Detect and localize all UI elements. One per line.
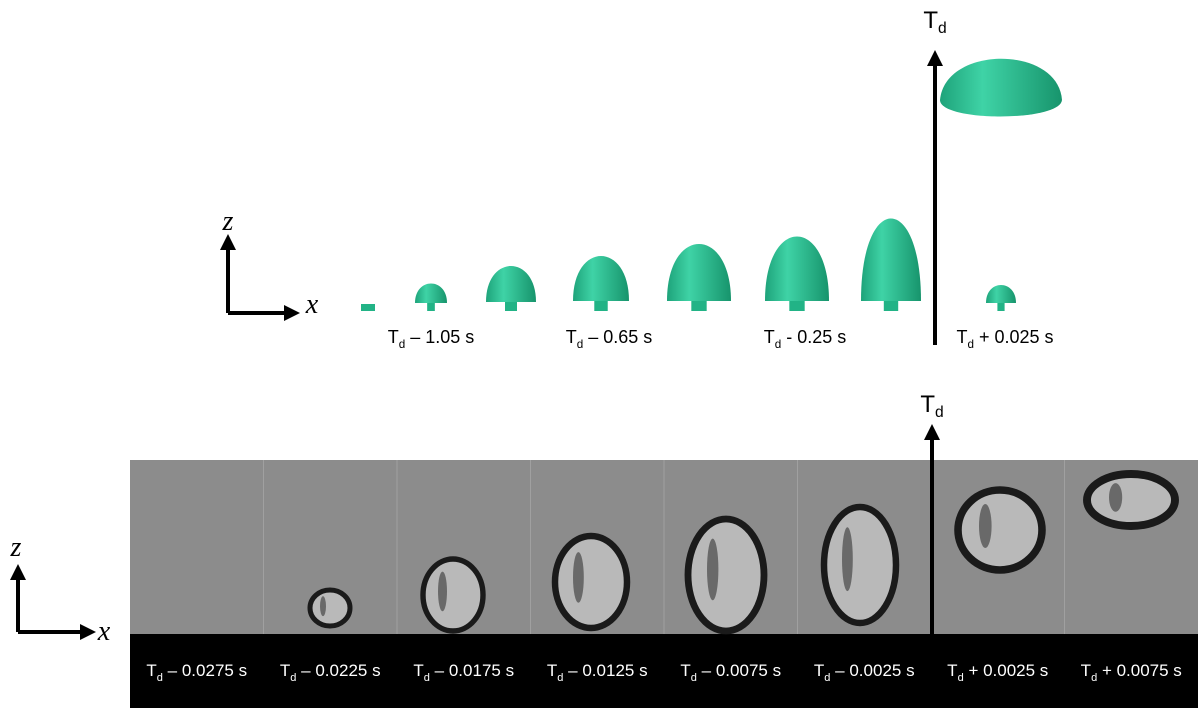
label-rest: – 0.0025 s: [830, 661, 914, 680]
x-label: x: [97, 616, 111, 647]
label-main: T: [280, 661, 290, 680]
label-sub: d: [424, 672, 430, 684]
bubble: [551, 532, 631, 632]
label-strip: [130, 634, 1198, 708]
bubble: [420, 556, 486, 634]
label-rest: - 0.25 s: [781, 327, 846, 347]
cap: [986, 285, 1016, 303]
x-label: x: [305, 289, 319, 320]
z-label: z: [10, 532, 22, 563]
time-label: Td + 0.0025 s: [947, 661, 1048, 684]
time-label: Td + 0.025 s: [956, 327, 1053, 351]
bubble: [954, 486, 1046, 574]
time-label: Td – 0.0225 s: [280, 661, 381, 684]
time-label: Td – 0.0125 s: [547, 661, 648, 684]
label-rest: + 0.0075 s: [1097, 661, 1182, 680]
stem: [789, 299, 805, 311]
stem: [691, 299, 707, 311]
label-main: T: [947, 661, 957, 680]
label-main: T: [1081, 661, 1091, 680]
label-main: T: [956, 327, 967, 347]
label-sub: d: [157, 672, 163, 684]
shade: [438, 571, 447, 612]
droplets: [307, 58, 1179, 635]
bubble: [684, 515, 768, 635]
stem: [594, 299, 608, 311]
label-sub: d: [399, 338, 406, 351]
label-sub: d: [958, 672, 964, 684]
bubble: [820, 503, 900, 627]
label-sub: d: [691, 672, 697, 684]
label-sub: d: [824, 672, 830, 684]
label-main: T: [547, 661, 557, 680]
bubble: [1083, 470, 1179, 530]
stem: [997, 301, 1005, 311]
label-rest: – 0.0275 s: [163, 661, 247, 680]
label-main: T: [920, 391, 935, 418]
label-main: T: [764, 327, 775, 347]
time-label: Td - 0.25 s: [764, 327, 847, 351]
cap: [765, 236, 829, 301]
label-sub: d: [967, 338, 974, 351]
time-label: Td + 0.0075 s: [1081, 661, 1182, 684]
label-rest: – 1.05 s: [405, 327, 474, 347]
cap: [573, 256, 629, 301]
time-label: Td – 0.0275 s: [146, 661, 247, 684]
label-sub: d: [577, 338, 584, 351]
label-main: T: [923, 7, 938, 34]
label-rest: + 0.0025 s: [964, 661, 1049, 680]
time-label: Td – 0.0175 s: [413, 661, 514, 684]
shade: [320, 596, 326, 617]
label-sub: d: [557, 672, 563, 684]
label-main: T: [388, 327, 399, 347]
shade: [573, 552, 584, 603]
time-label: Td – 1.05 s: [388, 327, 475, 351]
stem: [427, 301, 435, 311]
label-sub: d: [775, 338, 782, 351]
stem: [883, 299, 899, 311]
label-sub: d: [938, 20, 947, 37]
label-rest: – 0.65 s: [583, 327, 652, 347]
shade: [1109, 483, 1123, 512]
cap: [861, 218, 921, 301]
cap: [667, 244, 731, 301]
label-rest: + 0.025 s: [974, 327, 1054, 347]
shade: [842, 527, 853, 592]
cap: [361, 304, 375, 311]
td-label: Td: [920, 391, 943, 421]
td-label: Td: [923, 7, 946, 37]
label-main: T: [680, 661, 690, 680]
time-label: Td – 0.0025 s: [814, 661, 915, 684]
label-sub: d: [290, 672, 296, 684]
stem: [505, 300, 517, 311]
z-label: z: [222, 206, 234, 237]
time-label: Td – 0.0075 s: [680, 661, 781, 684]
shade: [707, 538, 719, 601]
label-main: T: [413, 661, 423, 680]
label-main: T: [566, 327, 577, 347]
label-sub: d: [935, 404, 944, 421]
label-sub: d: [1091, 672, 1097, 684]
cap: [940, 58, 1062, 117]
time-label: Td – 0.65 s: [566, 327, 653, 351]
label-main: T: [814, 661, 824, 680]
label-main: T: [146, 661, 156, 680]
label-rest: – 0.0175 s: [430, 661, 514, 680]
shade: [979, 504, 992, 548]
label-rest: – 0.0075 s: [697, 661, 781, 680]
cap: [415, 283, 447, 303]
label-rest: – 0.0225 s: [296, 661, 380, 680]
cap: [486, 266, 536, 302]
bubble: [307, 587, 353, 629]
label-rest: – 0.0125 s: [563, 661, 647, 680]
